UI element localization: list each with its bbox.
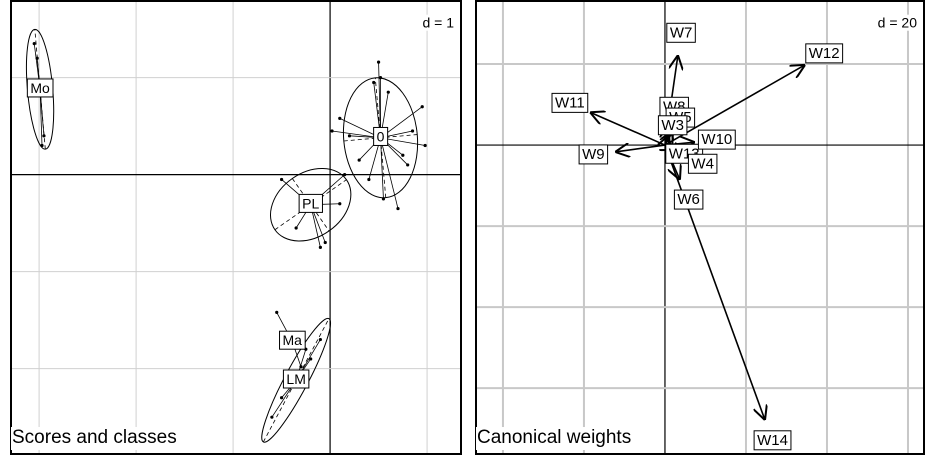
label-box: W6 bbox=[673, 189, 704, 210]
label-box: W12 bbox=[805, 43, 844, 64]
ellipse-axis bbox=[291, 178, 330, 232]
point bbox=[294, 226, 298, 230]
arrow bbox=[664, 144, 765, 420]
label-text: Mo bbox=[30, 80, 50, 96]
point bbox=[357, 158, 361, 162]
point bbox=[338, 116, 342, 120]
label-box: PL bbox=[298, 193, 323, 213]
label-frame bbox=[687, 153, 718, 174]
label-frame bbox=[673, 189, 704, 210]
label-frame bbox=[805, 43, 844, 64]
label-text: PL bbox=[302, 195, 319, 211]
label-box: W11 bbox=[551, 92, 589, 113]
label-frame bbox=[753, 430, 792, 451]
label-text: W4 bbox=[691, 155, 714, 172]
label-frame bbox=[298, 193, 323, 213]
panel-title: Canonical weights bbox=[477, 427, 631, 448]
panel-title-bg bbox=[476, 427, 635, 451]
star-line bbox=[39, 89, 43, 146]
point bbox=[279, 396, 284, 400]
label-text: W14 bbox=[757, 432, 788, 449]
label-text: W10 bbox=[701, 131, 732, 148]
point bbox=[309, 357, 313, 361]
point bbox=[347, 134, 352, 138]
point bbox=[270, 415, 274, 419]
ellipse-axis bbox=[374, 77, 387, 198]
point bbox=[40, 143, 44, 148]
point bbox=[318, 337, 322, 342]
label-text: W9 bbox=[582, 146, 605, 163]
point bbox=[32, 42, 36, 46]
label-text: W11 bbox=[555, 94, 585, 111]
label-text: LM bbox=[286, 371, 305, 387]
point bbox=[372, 80, 376, 85]
label-box: W10 bbox=[697, 129, 736, 150]
ellipse-axis bbox=[262, 318, 330, 443]
label-text: W3 bbox=[661, 117, 684, 134]
label-frame bbox=[282, 369, 310, 389]
panel-border bbox=[475, 0, 925, 455]
panel-title: Scores and classes bbox=[12, 427, 177, 448]
label-frame bbox=[373, 126, 389, 146]
panel-title-bg bbox=[11, 427, 180, 451]
label-text: Ma bbox=[283, 332, 303, 348]
point bbox=[410, 129, 415, 133]
point bbox=[396, 206, 400, 211]
point bbox=[423, 143, 427, 148]
point bbox=[338, 202, 342, 206]
label-text: W7 bbox=[670, 24, 693, 41]
label-box: 0 bbox=[373, 126, 389, 146]
label-frame bbox=[578, 144, 609, 165]
point bbox=[42, 134, 46, 138]
label-frame bbox=[551, 92, 589, 113]
point bbox=[275, 310, 279, 314]
label-box: Ma bbox=[279, 330, 306, 350]
label-frame bbox=[697, 129, 736, 150]
point bbox=[367, 177, 371, 182]
label-box: Mo bbox=[26, 78, 54, 98]
point bbox=[323, 240, 327, 245]
label-box: W9 bbox=[578, 144, 609, 165]
star-line bbox=[380, 137, 384, 199]
panel-border bbox=[10, 0, 462, 455]
point bbox=[386, 90, 390, 94]
label-text: W12 bbox=[809, 45, 840, 62]
arrow bbox=[664, 65, 805, 146]
point bbox=[35, 56, 39, 60]
point bbox=[330, 129, 334, 133]
scale-note: d = 20 bbox=[878, 15, 918, 31]
label-frame bbox=[26, 78, 54, 98]
arrow bbox=[590, 112, 666, 146]
point bbox=[401, 153, 405, 157]
point bbox=[406, 163, 410, 167]
label-text: 0 bbox=[377, 128, 385, 144]
label-box: W4 bbox=[687, 153, 718, 174]
label-frame bbox=[666, 22, 696, 43]
scale-note: d = 1 bbox=[422, 15, 454, 31]
point bbox=[343, 173, 347, 177]
star-line bbox=[331, 130, 381, 139]
point bbox=[376, 60, 381, 64]
scale-note-bg bbox=[874, 14, 920, 31]
label-box: LM bbox=[282, 369, 310, 389]
point bbox=[420, 105, 424, 109]
label-box: W7 bbox=[666, 22, 696, 43]
label-box: W3 bbox=[657, 115, 688, 136]
label-frame bbox=[279, 330, 306, 350]
point bbox=[381, 197, 386, 201]
point bbox=[279, 177, 284, 182]
star-line bbox=[380, 137, 399, 209]
point bbox=[318, 245, 322, 249]
label-text: W6 bbox=[677, 191, 700, 208]
label-box: W14 bbox=[753, 430, 792, 451]
arrow bbox=[615, 145, 666, 152]
scale-note-bg bbox=[419, 14, 457, 31]
point bbox=[378, 76, 383, 80]
label-frame bbox=[657, 115, 688, 136]
ellipse-axis bbox=[34, 29, 46, 150]
